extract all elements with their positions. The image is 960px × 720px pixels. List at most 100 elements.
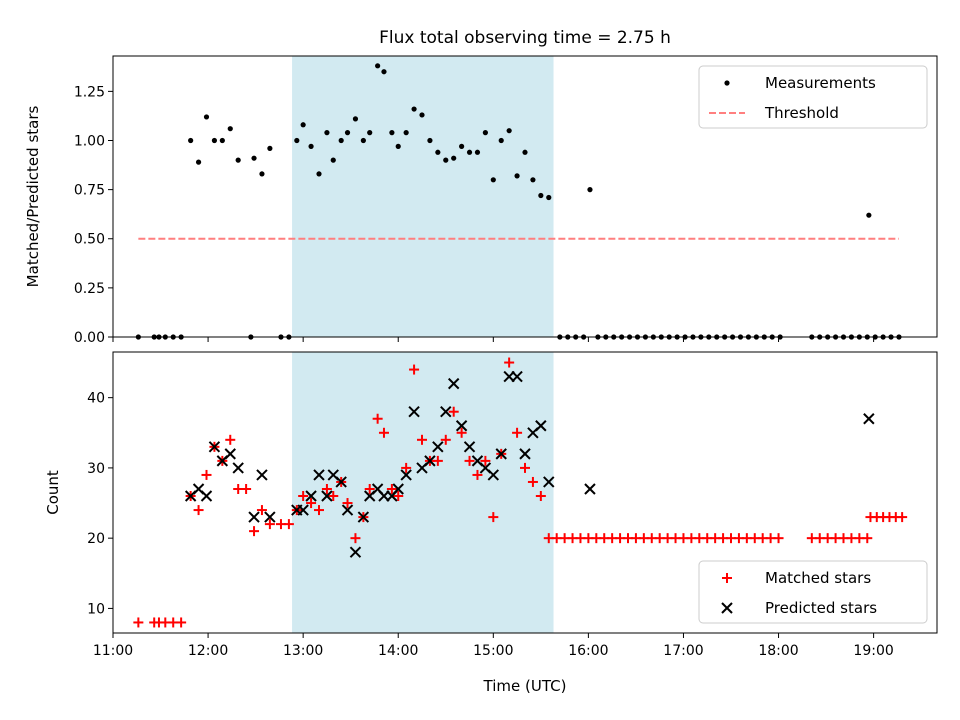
measurements-point (419, 112, 425, 118)
measurements-point (203, 114, 210, 120)
top-observing-window-shade (292, 56, 554, 337)
matched-stars-point (328, 491, 339, 502)
predicted-stars-point (232, 462, 244, 474)
predicted-stars-point (208, 441, 221, 453)
top-panel: 0.00 0.25 0.50 0.75 1.00 1.25 Matched/Predict… (24, 55, 938, 346)
top-legend: Measurements Threshold (698, 65, 928, 129)
matched-stars-point (401, 462, 412, 473)
predicted-stars-point (408, 406, 420, 418)
predicted-stars-point (447, 377, 460, 390)
legend-label: Measurements (765, 74, 876, 92)
matched-stars-point (448, 406, 459, 417)
x-tick-label: 16:00 (568, 643, 608, 659)
matched-stars-point (520, 462, 530, 473)
legend-label: Matched stars (765, 569, 871, 587)
bottom-x-axis: 11:00 12:00 13:00 14:00 15:00 16:00 17:00 18:00… (93, 633, 894, 659)
predicted-stars-point (463, 441, 476, 453)
matched-stars-point (241, 483, 252, 494)
measurements-point (538, 192, 544, 199)
predicted-stars-point (543, 476, 555, 488)
measurements-point (338, 137, 344, 144)
y-tick-label: 10 (87, 601, 105, 617)
measurements-point (506, 128, 512, 134)
matched-stars-point (321, 483, 332, 494)
matched-stars-point (472, 469, 483, 480)
measurements-point (403, 130, 409, 136)
matched-stars-point (417, 434, 427, 445)
measurements-point (267, 145, 273, 151)
matched-stars-point (372, 413, 383, 424)
matched-stars-point (378, 427, 389, 438)
predicted-stars-point (511, 370, 523, 383)
predicted-stars-point (584, 483, 596, 495)
bottom-y-axis-label: Count (44, 470, 62, 515)
measurements-point (411, 106, 417, 112)
predicted-stars-point (224, 448, 236, 460)
measurements-point (427, 137, 433, 144)
measurements-point (389, 130, 395, 136)
predicted-stars-point (432, 441, 444, 453)
measurements-point (490, 177, 496, 183)
measurements-point (300, 122, 306, 128)
predicted-stars-point (455, 420, 468, 432)
predicted-stars-point (400, 469, 412, 481)
measurements-point (443, 157, 449, 163)
measurements-point (474, 149, 481, 155)
measurements-point (375, 63, 381, 69)
matched-stars-point (512, 427, 523, 438)
predicted-stars-point (863, 413, 875, 425)
bottom-legend: Matched stars Predicted stars (698, 560, 928, 624)
measurements-point (360, 137, 366, 144)
predicted-stars-point (424, 455, 436, 467)
top-y-axis-label: Matched/Predicted stars (24, 106, 42, 288)
measurements-point (466, 149, 473, 155)
matched-stars-point (364, 483, 375, 494)
predicted-stars-point (256, 469, 268, 481)
y-tick-label: 1.25 (74, 84, 105, 100)
measurements-point (352, 116, 359, 122)
matched-stars-point (256, 505, 267, 516)
matched-stars-point (480, 455, 491, 466)
measurements-point (530, 177, 536, 183)
measurements-point (235, 157, 241, 163)
y-tick-label: 40 (87, 391, 105, 407)
y-tick-label: 0.75 (74, 183, 105, 199)
matched-stars-point (193, 505, 204, 516)
predicted-stars-point (357, 511, 370, 523)
matched-stars-point (249, 526, 260, 537)
measurements-point (587, 187, 593, 193)
predicted-stars-point (313, 469, 325, 481)
matched-stars-point (133, 617, 144, 628)
y-tick-label: 0.50 (74, 232, 105, 248)
measurements-point (514, 173, 520, 179)
predicted-stars-point (495, 448, 507, 460)
predicted-stars-point (392, 483, 404, 495)
y-tick-label: 20 (87, 531, 105, 547)
bottom-panel: 10 20 30 40 11:00 12:00 13:00 14:00 15:00 16:00 1… (44, 351, 938, 695)
y-tick-label: 30 (87, 461, 105, 477)
matched-stars-point (773, 533, 784, 544)
measurements-point (546, 194, 552, 201)
measurements-point (308, 143, 314, 149)
predicted-stars-point (341, 504, 354, 516)
matched-stars-point (201, 469, 212, 480)
measurements-point (498, 137, 504, 144)
bottom-plot-area (133, 357, 908, 628)
measurements-point (482, 130, 488, 136)
measurements-point (367, 130, 373, 136)
measurements-point (188, 137, 194, 144)
bottom-x-axis-label: Time (UTC) (483, 677, 567, 695)
predicted-stars-point (321, 490, 333, 502)
measurements-point (251, 155, 257, 161)
measurements-point (381, 69, 387, 75)
legend-label: Predicted stars (765, 599, 877, 617)
predicted-stars-point (305, 490, 317, 502)
x-tick-label: 18:00 (758, 643, 798, 659)
matched-stars-point (504, 357, 515, 368)
top-axes-frame (112, 55, 938, 338)
measurements-point (866, 212, 872, 218)
predicted-stars-point (335, 476, 347, 488)
x-tick-label: 13:00 (283, 643, 323, 659)
measurements-point (395, 143, 401, 149)
measurements-point (211, 137, 218, 144)
